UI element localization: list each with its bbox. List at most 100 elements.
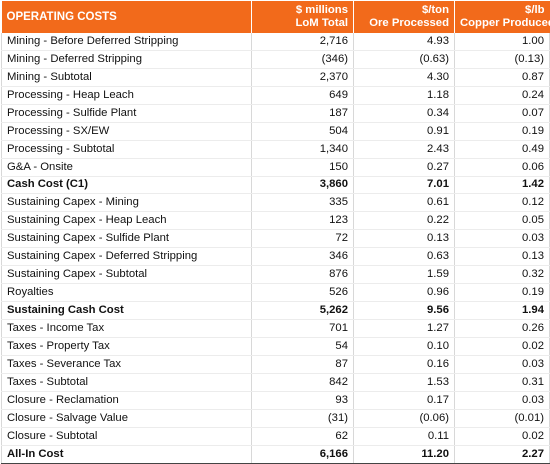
row-lom-total: 150 xyxy=(251,158,354,177)
table-row: Closure - Reclamation 93 0.17 0.03 xyxy=(1,391,550,410)
row-lom-total: 649 xyxy=(251,86,354,105)
header-lom-total-line1: $ millions xyxy=(295,4,348,16)
row-label: Sustaining Cash Cost xyxy=(1,301,252,320)
row-per-lb: 0.03 xyxy=(454,391,550,410)
row-per-ton: 0.16 xyxy=(353,355,455,374)
row-lom-total: 842 xyxy=(251,372,354,392)
row-per-ton: 0.10 xyxy=(353,337,455,356)
row-lom-total: 62 xyxy=(251,426,354,446)
row-per-ton: 2.43 xyxy=(353,139,455,159)
total-row: Cash Cost (C1) 3,860 7.01 1.42 xyxy=(1,175,550,195)
row-label: Mining - Deferred Stripping xyxy=(1,50,252,69)
row-label: All-In Cost xyxy=(1,444,252,464)
row-label: Taxes - Property Tax xyxy=(1,337,252,356)
table-row: Closure - Salvage Value (31) (0.06) (0.0… xyxy=(1,409,550,428)
row-lom-total: 187 xyxy=(251,104,354,123)
total-row: All-In Cost 6,166 11.20 2.27 xyxy=(1,444,550,464)
row-per-lb: 2.27 xyxy=(454,444,550,464)
row-label: Taxes - Income Tax xyxy=(1,319,252,338)
row-lom-total: 526 xyxy=(251,283,354,303)
row-label: Mining - Subtotal xyxy=(1,67,252,87)
row-per-ton: 1.59 xyxy=(353,265,455,285)
row-lom-total: 93 xyxy=(251,391,354,410)
row-per-ton: 7.01 xyxy=(353,175,455,195)
row-per-ton: 0.91 xyxy=(353,122,455,141)
row-label: Cash Cost (C1) xyxy=(1,175,252,195)
row-lom-total: (31) xyxy=(251,409,354,428)
header-copper-produced-line2: Copper Produced xyxy=(460,17,550,29)
header-operating-costs: OPERATING COSTS xyxy=(1,1,252,33)
header-copper-produced-line1: $/lb xyxy=(525,4,545,16)
table-row: Sustaining Capex - Sulfide Plant 72 0.13… xyxy=(1,229,550,249)
row-lom-total: 346 xyxy=(251,247,354,267)
row-lom-total: 54 xyxy=(251,337,354,356)
subtotal-row: Mining - Subtotal 2,370 4.30 0.87 xyxy=(1,67,550,87)
table-row: Taxes - Income Tax 701 1.27 0.26 xyxy=(1,319,550,338)
table-row: Mining - Deferred Stripping (346) (0.63)… xyxy=(1,50,550,69)
row-per-lb: 1.42 xyxy=(454,175,550,195)
row-per-ton: 0.34 xyxy=(353,104,455,123)
row-per-lb: 0.87 xyxy=(454,67,550,87)
table-row: Taxes - Severance Tax 87 0.16 0.03 xyxy=(1,355,550,374)
row-lom-total: 123 xyxy=(251,211,354,231)
table-row: Taxes - Property Tax 54 0.10 0.02 xyxy=(1,337,550,356)
row-label: Taxes - Severance Tax xyxy=(1,355,252,374)
header-copper-produced: $/lb Copper Produced xyxy=(454,1,550,33)
row-per-ton: 0.11 xyxy=(353,426,455,446)
row-per-ton: 0.27 xyxy=(353,158,455,177)
row-label: Royalties xyxy=(1,283,252,303)
row-label: Processing - SX/EW xyxy=(1,122,252,141)
row-label: Closure - Reclamation xyxy=(1,391,252,410)
row-label: Sustaining Capex - Sulfide Plant xyxy=(1,229,252,249)
row-lom-total: 3,860 xyxy=(251,175,354,195)
row-lom-total: 1,340 xyxy=(251,139,354,159)
row-label: Sustaining Capex - Heap Leach xyxy=(1,211,252,231)
table-row: Sustaining Capex - Deferred Stripping 34… xyxy=(1,247,550,267)
row-per-ton: 1.27 xyxy=(353,319,455,338)
row-per-lb: 0.12 xyxy=(454,193,550,213)
row-per-lb: 0.03 xyxy=(454,355,550,374)
row-per-lb: 0.05 xyxy=(454,211,550,231)
row-per-ton: 0.63 xyxy=(353,247,455,267)
row-per-lb: (0.01) xyxy=(454,409,550,428)
row-per-lb: 0.13 xyxy=(454,247,550,267)
row-lom-total: 701 xyxy=(251,319,354,338)
table-row: Sustaining Capex - Mining 335 0.61 0.12 xyxy=(1,193,550,213)
subtotal-row: Closure - Subtotal 62 0.11 0.02 xyxy=(1,426,550,446)
header-ore-processed-line1: $/ton xyxy=(422,4,449,16)
row-per-ton: 0.96 xyxy=(353,283,455,303)
row-per-lb: 1.00 xyxy=(454,33,550,51)
row-per-lb: 0.07 xyxy=(454,104,550,123)
row-per-ton: 1.53 xyxy=(353,372,455,392)
row-lom-total: 6,166 xyxy=(251,444,354,464)
row-label: Processing - Heap Leach xyxy=(1,86,252,105)
row-per-ton: 11.20 xyxy=(353,444,455,464)
row-label: Taxes - Subtotal xyxy=(1,372,252,392)
header-lom-total: $ millions LoM Total xyxy=(251,1,354,33)
header-ore-processed-line2: Ore Processed xyxy=(369,17,449,29)
row-per-ton: (0.06) xyxy=(353,409,455,428)
table-row: Processing - SX/EW 504 0.91 0.19 xyxy=(1,122,550,141)
row-label: Closure - Salvage Value xyxy=(1,409,252,428)
table-row: Processing - Sulfide Plant 187 0.34 0.07 xyxy=(1,104,550,123)
row-label: Sustaining Capex - Mining xyxy=(1,193,252,213)
row-label: G&A - Onsite xyxy=(1,158,252,177)
row-label: Processing - Subtotal xyxy=(1,139,252,159)
row-per-lb: 0.02 xyxy=(454,337,550,356)
row-per-lb: 0.02 xyxy=(454,426,550,446)
total-row: Sustaining Cash Cost 5,262 9.56 1.94 xyxy=(1,301,550,320)
row-per-lb: 0.31 xyxy=(454,372,550,392)
row-per-ton: 0.22 xyxy=(353,211,455,231)
row-per-ton: 0.17 xyxy=(353,391,455,410)
row-per-ton: 0.13 xyxy=(353,229,455,249)
row-per-ton: 4.30 xyxy=(353,67,455,87)
row-per-lb: 0.19 xyxy=(454,122,550,141)
row-per-ton: (0.63) xyxy=(353,50,455,69)
row-per-lb: 0.24 xyxy=(454,86,550,105)
row-label: Mining - Before Deferred Stripping xyxy=(1,33,252,51)
table-row: Mining - Before Deferred Stripping 2,716… xyxy=(1,33,550,51)
row-lom-total: 5,262 xyxy=(251,301,354,320)
row-lom-total: 2,716 xyxy=(251,33,354,51)
